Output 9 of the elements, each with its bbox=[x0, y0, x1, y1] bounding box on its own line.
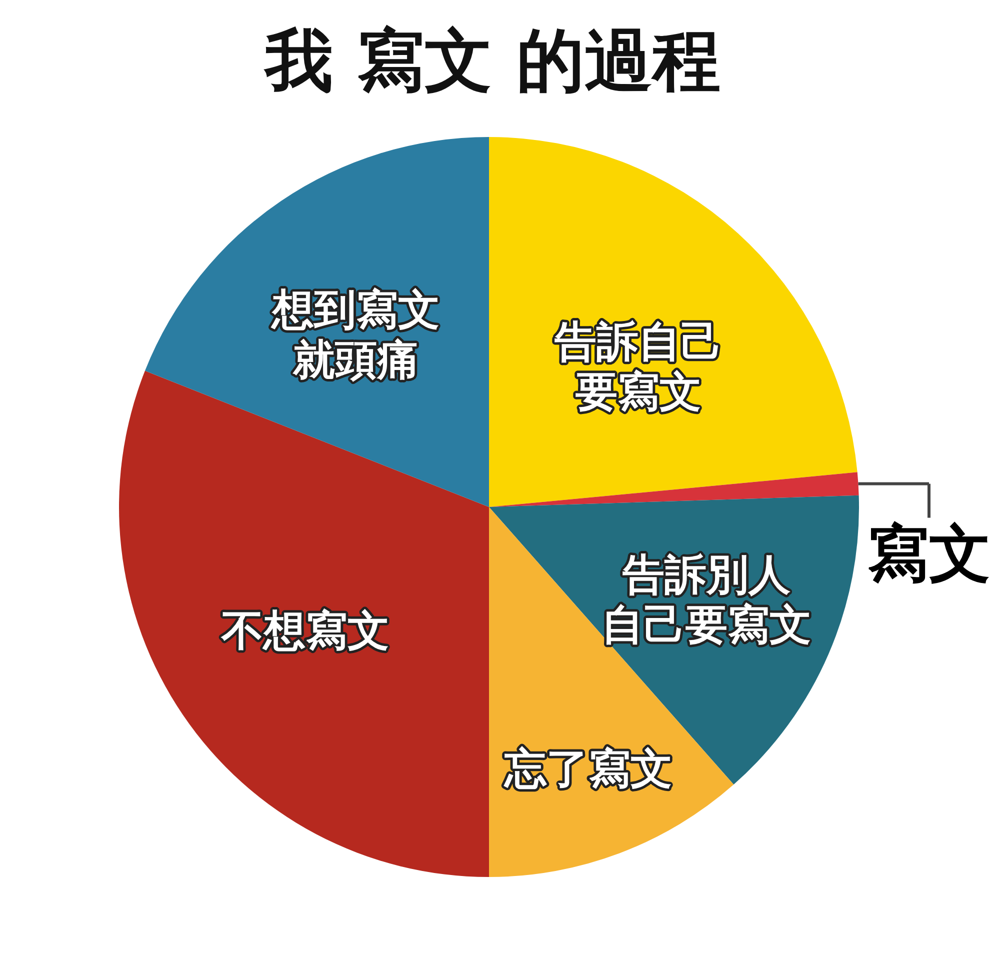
slice-label: 忘了寫文 bbox=[503, 744, 672, 794]
slice-label: 想到寫文就頭痛 bbox=[270, 285, 440, 384]
slice-label: 不想寫文 bbox=[220, 606, 390, 655]
slice-label: 告訴別人自己要寫文 bbox=[601, 550, 812, 650]
pie-slice bbox=[489, 472, 859, 507]
slice-label: 告訴自己要寫文 bbox=[553, 316, 722, 416]
chart-title: 我 寫文 的過程 bbox=[263, 22, 720, 101]
pie-slice bbox=[489, 137, 858, 507]
slice-label: 寫文 bbox=[867, 516, 991, 590]
